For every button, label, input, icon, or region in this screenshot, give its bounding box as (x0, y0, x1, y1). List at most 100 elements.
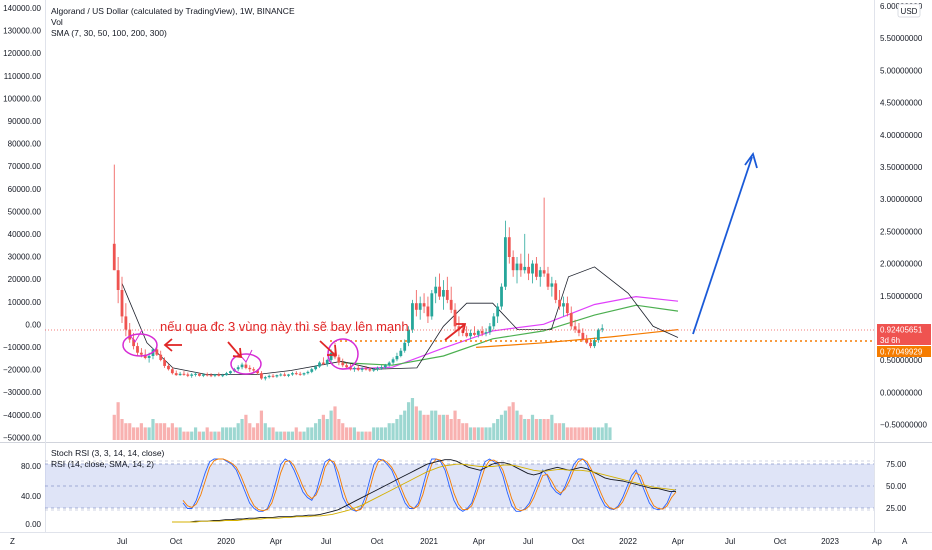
candle-body (139, 352, 143, 355)
candle-body (244, 364, 248, 368)
volume-bar (534, 419, 538, 440)
volume-bar (488, 427, 492, 440)
candle-body (507, 237, 511, 257)
candle-body (155, 349, 159, 355)
volume-bar (375, 427, 380, 440)
volume-bar (499, 414, 504, 440)
candles-layer (112, 164, 604, 381)
candle-body (325, 359, 329, 364)
time-axis-tick: Jul (523, 537, 533, 546)
volume-bar (608, 427, 612, 440)
countdown-text: 3d 6h (880, 336, 900, 345)
volume-bar (468, 427, 473, 440)
right-axis-tick: 2.00000000 (880, 260, 923, 269)
candle-body (484, 332, 488, 334)
volume-bar (484, 427, 488, 440)
volume-bar (147, 427, 151, 440)
candle-body (345, 365, 349, 368)
volume-bar (403, 410, 407, 440)
left-price-axis[interactable]: 140000.00 130000.00 120000.00 110000.00 1000… (3, 4, 42, 442)
blue-forecast-arrow[interactable] (692, 151, 758, 335)
sma-100-line (476, 329, 679, 348)
red-arrow-3[interactable] (319, 340, 337, 356)
candle-body (476, 330, 480, 335)
volume-bar (348, 427, 353, 440)
candle-body (511, 257, 515, 271)
volume-bar (186, 431, 190, 440)
candle-body (318, 362, 321, 367)
volume-bar (523, 419, 527, 440)
candle-body (287, 374, 290, 376)
volume-bar (604, 423, 608, 440)
right-axis-tick: 0.00000000 (880, 388, 923, 397)
rsi-sma-line (172, 463, 677, 523)
candle-body (159, 354, 163, 360)
auto-scale-icon[interactable]: A (902, 537, 908, 546)
candle-body (577, 329, 581, 333)
volume-bar (461, 423, 465, 440)
right-axis-tick: 3.50000000 (880, 163, 923, 172)
candle-body (252, 369, 256, 371)
candle-body (496, 306, 500, 317)
sma-50-line (341, 304, 679, 366)
volume-bar (453, 410, 457, 440)
candle-body (411, 303, 414, 330)
zone-mark-1[interactable] (129, 329, 143, 343)
candle-body (341, 362, 345, 366)
volume-bar (383, 427, 387, 440)
main-pane[interactable] (45, 0, 874, 442)
stoch-axis-tick: 80.00 (21, 462, 42, 471)
zone-circle-3[interactable] (327, 338, 359, 370)
candle-body (294, 373, 298, 375)
left-axis-tick: 130000.00 (3, 27, 41, 36)
left-axis-tick: 80000.00 (8, 140, 42, 149)
candle-body (469, 332, 472, 337)
left-axis-tick: −50000.00 (3, 433, 42, 442)
volume-bar (116, 402, 120, 440)
candle-body (275, 375, 279, 377)
volume-bar (530, 414, 535, 440)
time-axis-tick: Oct (774, 537, 787, 546)
zoom-icon[interactable]: Z (10, 537, 15, 546)
candle-body (263, 377, 267, 379)
volume-bar (515, 410, 519, 440)
right-axis-tick: 4.50000000 (880, 99, 923, 108)
candle-body (337, 357, 341, 363)
red-arrow-1[interactable] (163, 338, 182, 352)
time-axis-tick: 2023 (821, 537, 839, 546)
volume-bar (406, 402, 411, 440)
currency-badge[interactable] (897, 3, 921, 18)
volume-bar (592, 427, 597, 440)
candle-body (515, 263, 519, 271)
current-price-badge (877, 324, 931, 335)
annotation-text[interactable]: nếu qua đc 3 vùng này thì sẽ bay lên mạn… (160, 319, 409, 334)
left-axis-tick: 30000.00 (8, 253, 42, 262)
volume-bar (267, 427, 271, 440)
volume-bar (434, 410, 438, 440)
candle-body (178, 373, 182, 376)
volume-bar (492, 423, 496, 440)
volume-bar (321, 414, 325, 440)
time-axis-tick: Jul (117, 537, 127, 546)
time-axis-tick: 2022 (619, 537, 637, 546)
right-axis-tick: 1.50000000 (880, 292, 923, 301)
volume-bar (387, 423, 391, 440)
zone-mark-2[interactable] (239, 349, 253, 363)
candle-body (465, 332, 469, 337)
time-axis[interactable]: Jul Oct 2020 Apr Jul Oct 2021 Apr Jul Oct 2022 Apr J… (117, 537, 883, 546)
zone-circle-2[interactable] (230, 353, 262, 375)
candle-body (190, 374, 194, 376)
volume-bar (182, 431, 186, 440)
candle-body (542, 270, 546, 274)
volume-bar (314, 423, 318, 440)
currency-label: USD (901, 7, 918, 16)
candle-body (298, 373, 302, 375)
rsi-axis-tick: 50.00 (886, 482, 907, 491)
candle-body (198, 373, 201, 376)
red-arrow-4[interactable] (444, 323, 467, 341)
volume-bar (302, 431, 306, 440)
candle-body (380, 367, 383, 369)
red-arrow-2[interactable] (227, 341, 243, 359)
volume-bar (174, 427, 178, 440)
